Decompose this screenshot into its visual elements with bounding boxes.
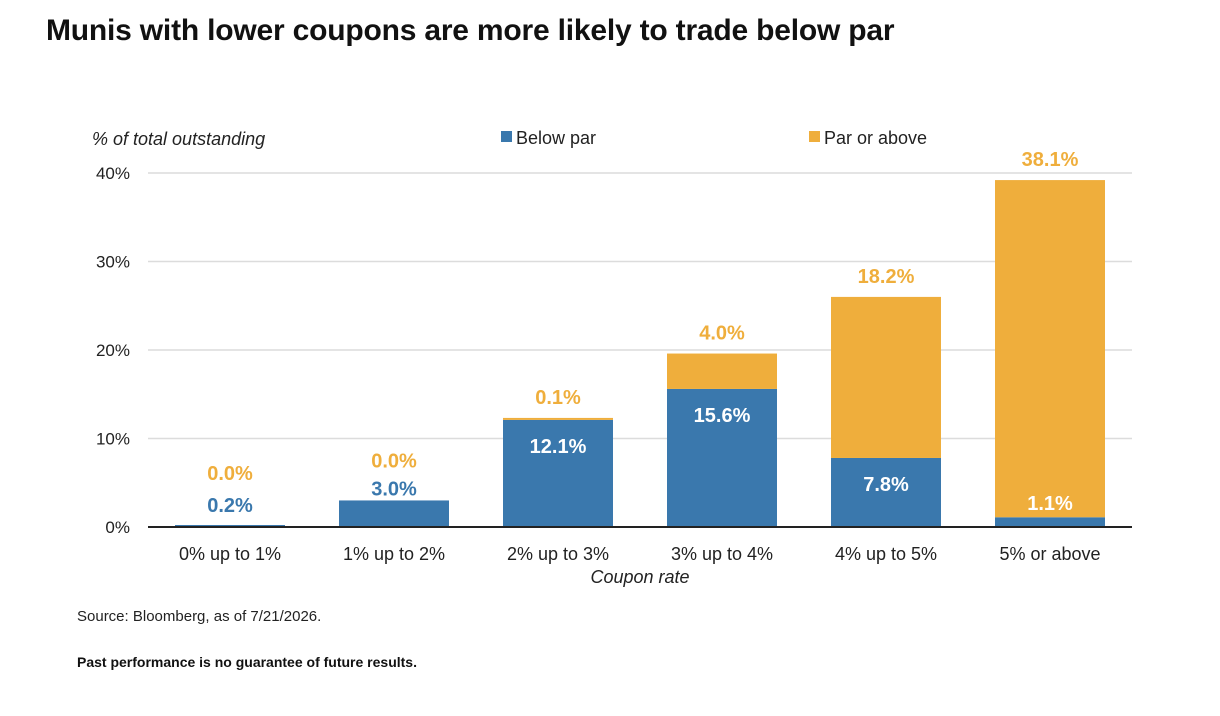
legend-label-par-or-above: Par or above xyxy=(824,128,927,148)
data-label-below-par: 0.2% xyxy=(207,495,253,517)
y-tick-label: 30% xyxy=(96,253,130,272)
y-tick-label: 40% xyxy=(96,164,130,183)
y-tick-label: 20% xyxy=(96,341,130,360)
y-tick-label: 10% xyxy=(96,430,130,449)
x-tick-label: 5% or above xyxy=(999,544,1100,564)
x-tick-label: 2% up to 3% xyxy=(507,544,609,564)
y-tick-label: 0% xyxy=(105,518,130,537)
legend-swatch-par-or-above xyxy=(809,131,820,142)
x-tick-label: 3% up to 4% xyxy=(671,544,773,564)
stacked-bar-chart: 0.2% 0.0% 3.0% 0.0% 12.1% 0.1% 15.6% 4.0% 7.8% 18… xyxy=(92,128,1132,587)
bars xyxy=(175,180,1105,527)
data-label-par-or-above: 18.2% xyxy=(858,266,915,288)
x-tick-label: 0% up to 1% xyxy=(179,544,281,564)
legend-swatch-below-par xyxy=(501,131,512,142)
legend: Below par Par or above xyxy=(501,128,927,148)
data-label-below-par: 15.6% xyxy=(694,405,751,427)
legend-label-below-par: Below par xyxy=(516,128,596,148)
bar-par-or-above xyxy=(831,296,941,458)
y-axis-title: % of total outstanding xyxy=(92,129,265,149)
data-label-below-par: 1.1% xyxy=(1027,493,1073,515)
data-label-below-par: 3.0% xyxy=(371,478,417,500)
bar-below-par xyxy=(503,419,613,527)
axes: 0% 10% 20% 30% 40% % of total outstanding 0% u… xyxy=(92,129,1132,587)
data-label-par-or-above: 38.1% xyxy=(1022,149,1079,171)
gridlines xyxy=(148,172,1132,440)
data-label-par-or-above: 4.0% xyxy=(699,323,745,345)
bar-par-or-above xyxy=(667,353,777,389)
x-tick-label: 4% up to 5% xyxy=(835,544,937,564)
bar-below-par xyxy=(995,517,1105,527)
bar-below-par xyxy=(831,457,941,527)
data-label-par-or-above: 0.0% xyxy=(371,450,417,472)
data-label-below-par: 12.1% xyxy=(530,436,587,458)
bar-below-par xyxy=(667,388,777,527)
x-tick-label: 1% up to 2% xyxy=(343,544,445,564)
data-label-below-par: 7.8% xyxy=(863,474,909,496)
data-label-par-or-above: 0.1% xyxy=(535,387,581,409)
bar-below-par xyxy=(339,500,449,527)
data-label-par-or-above: 0.0% xyxy=(207,463,253,485)
data-labels: 0.2% 0.0% 3.0% 0.0% 12.1% 0.1% 15.6% 4.0% 7.8% 18… xyxy=(207,149,1078,517)
x-axis-title: Coupon rate xyxy=(590,567,689,587)
page-title: Munis with lower coupons are more likely… xyxy=(46,14,895,47)
source-note: Source: Bloomberg, as of 7/21/2026. xyxy=(77,608,322,625)
disclaimer: Past performance is no guarantee of futu… xyxy=(77,654,417,670)
bar-par-or-above xyxy=(995,180,1105,518)
bar-par-or-above xyxy=(503,417,613,420)
